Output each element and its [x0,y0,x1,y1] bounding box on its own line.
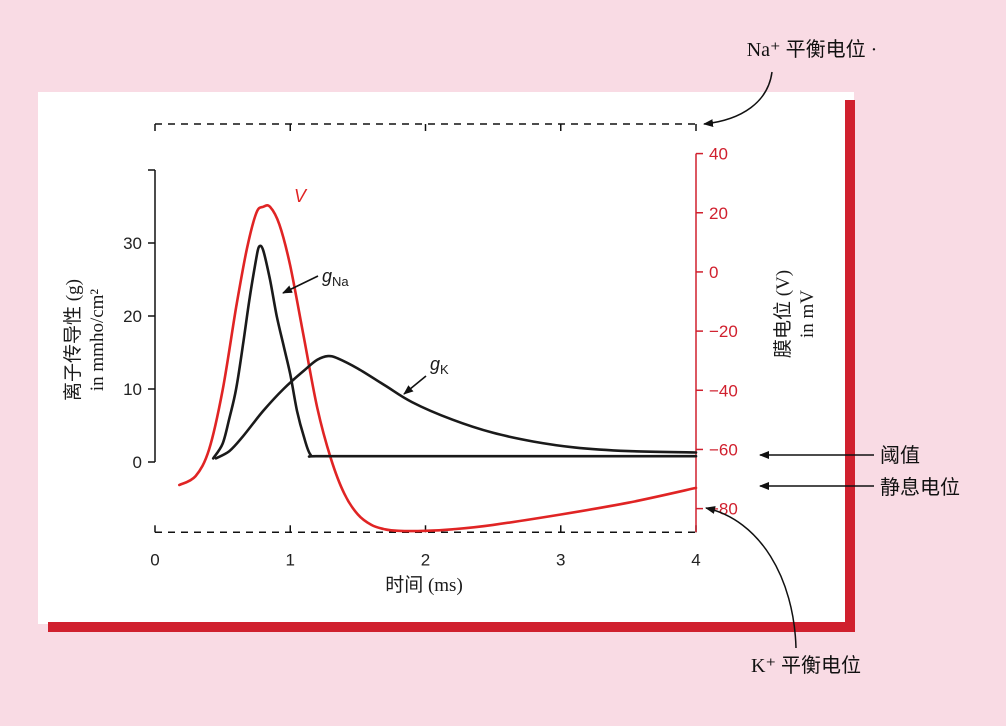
series-label-gk-sub: K [440,362,449,377]
left-tick-label: 20 [123,307,142,326]
k-equilibrium-arrow [705,506,797,649]
x-tick-label: 1 [286,550,295,569]
na-equilibrium-arrow [703,71,773,128]
series-label-gk: gK [430,354,449,377]
series-label-gna-sub: Na [332,274,349,289]
na-equilibrium-label: Na⁺ 平衡电位 · [747,38,878,61]
right-tick-label: −20 [709,322,738,341]
left-tick-label: 30 [123,234,142,253]
red-border-bottom [48,622,855,632]
right-tick-label: −40 [709,381,738,400]
right-tick-label: 40 [709,145,728,164]
right-tick-label: −60 [709,440,738,459]
series-line-v [178,203,698,533]
x-tick-label: 0 [150,550,159,569]
gk-pointer-arrow [403,375,427,395]
threshold-label: 阈值 [880,444,920,467]
right-axis-ticks: 40 20 0 −20 −40 −60 −80 [696,145,738,519]
x-tick-label: 2 [421,550,430,569]
left-tick-label: 0 [133,453,142,472]
red-border-right [845,100,855,632]
chart-panel [38,92,854,624]
right-tick-label: −80 [709,500,738,519]
x-axis-ticks: 0 1 2 3 4 [150,550,700,569]
left-tick-label: 10 [123,380,142,399]
series-label-gna-main: g [322,266,332,286]
x-tick-label: 4 [691,550,700,569]
right-axis-label-line2: in mV [797,290,818,338]
series-label-gna: gNa [322,266,349,289]
right-tick-label: 20 [709,204,728,223]
series-line-g-na [211,244,698,460]
resting-potential-label: 静息电位 [880,476,960,499]
curves [178,203,698,533]
x-axis-label: 时间 (ms) [385,574,463,596]
left-axis-label-line2: in mmho/cm² [87,289,108,392]
series-label-v: V [294,186,308,206]
right-axis-label-line1: 膜电位 (V) [772,270,794,358]
left-axis-label-line1: 离子传导性 (g) [62,279,84,401]
right-tick-label: 0 [709,263,718,282]
x-tick-label: 3 [556,550,565,569]
k-equilibrium-label: K⁺ 平衡电位 [751,654,861,677]
gna-pointer-arrow [282,275,319,294]
left-axis-ticks: 0 10 20 30 [123,234,155,472]
equilibrium-dash-lines [154,123,697,534]
series-line-g-k [214,354,698,460]
series-label-gk-main: g [430,354,440,374]
